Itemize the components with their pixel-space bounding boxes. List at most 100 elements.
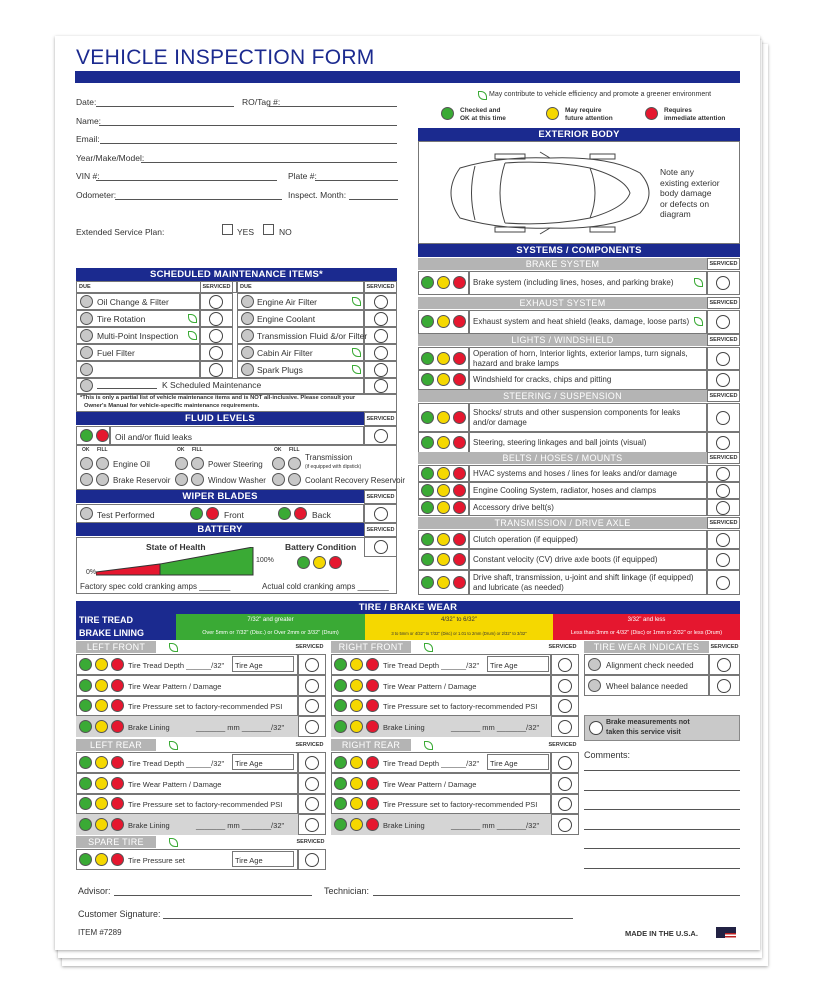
- serviced-checkbox[interactable]: [374, 329, 388, 343]
- serviced-checkbox[interactable]: [716, 575, 730, 590]
- comments-line[interactable]: [584, 809, 740, 810]
- due-indicator[interactable]: [80, 329, 93, 342]
- status-light[interactable]: [334, 719, 347, 733]
- serviced-checkbox[interactable]: [374, 540, 388, 554]
- comments-line[interactable]: [584, 828, 740, 830]
- k-miles-field[interactable]: [97, 388, 157, 389]
- status-light[interactable]: [297, 556, 310, 569]
- ok-indicator[interactable]: [80, 457, 93, 470]
- serviced-checkbox[interactable]: [558, 797, 572, 811]
- status-light[interactable]: [95, 776, 108, 790]
- status-light[interactable]: [111, 699, 124, 712]
- status-light[interactable]: [95, 657, 108, 671]
- serviced-checkbox[interactable]: [305, 817, 319, 832]
- legend-red-light[interactable]: [645, 107, 658, 120]
- status-light[interactable]: [95, 755, 108, 769]
- serviced-checkbox[interactable]: [716, 373, 730, 387]
- status-light[interactable]: [350, 797, 363, 810]
- serviced-checkbox[interactable]: [716, 410, 730, 425]
- serviced-checkbox[interactable]: [558, 719, 572, 734]
- status-light[interactable]: [79, 699, 92, 712]
- status-light[interactable]: [453, 276, 466, 289]
- serviced-checkbox[interactable]: [716, 435, 730, 450]
- fill-indicator[interactable]: [288, 473, 301, 486]
- tire-age-box[interactable]: [232, 754, 294, 770]
- status-light[interactable]: [334, 699, 347, 712]
- due-indicator[interactable]: [241, 363, 254, 376]
- fill-indicator[interactable]: [96, 457, 109, 470]
- serviced-checkbox[interactable]: [716, 315, 730, 329]
- status-light[interactable]: [437, 500, 450, 514]
- status-light[interactable]: [350, 719, 363, 733]
- status-light[interactable]: [437, 552, 450, 566]
- serviced-checkbox[interactable]: [716, 466, 730, 481]
- status-light[interactable]: [334, 817, 347, 831]
- status-light[interactable]: [421, 575, 434, 589]
- status-light[interactable]: [421, 500, 434, 514]
- serviced-checkbox[interactable]: [374, 379, 388, 393]
- status-light[interactable]: [111, 657, 124, 671]
- status-light[interactable]: [329, 556, 342, 569]
- fill-indicator[interactable]: [288, 457, 301, 470]
- status-light[interactable]: [79, 776, 92, 790]
- status-light[interactable]: [190, 507, 203, 520]
- inspect-month-field[interactable]: [349, 199, 398, 200]
- status-light[interactable]: [111, 797, 124, 810]
- status-light[interactable]: [334, 755, 347, 769]
- status-light[interactable]: [437, 575, 450, 589]
- status-light[interactable]: [453, 466, 466, 480]
- status-light[interactable]: [453, 373, 466, 386]
- status-light[interactable]: [437, 466, 450, 480]
- status-light[interactable]: [111, 755, 124, 769]
- status-light[interactable]: [79, 719, 92, 733]
- serviced-checkbox[interactable]: [209, 363, 223, 377]
- serviced-checkbox[interactable]: [374, 346, 388, 360]
- serviced-checkbox[interactable]: [374, 429, 388, 443]
- serviced-checkbox[interactable]: [558, 699, 572, 713]
- status-light[interactable]: [421, 315, 434, 328]
- status-light[interactable]: [313, 556, 326, 569]
- status-light[interactable]: [421, 483, 434, 497]
- status-light[interactable]: [453, 552, 466, 566]
- status-light[interactable]: [79, 817, 92, 831]
- ok-indicator[interactable]: [272, 457, 285, 470]
- status-light[interactable]: [421, 410, 434, 424]
- status-light[interactable]: [437, 373, 450, 386]
- status-light[interactable]: [111, 719, 124, 733]
- status-light[interactable]: [79, 853, 92, 866]
- serviced-checkbox[interactable]: [558, 678, 572, 693]
- serviced-checkbox[interactable]: [716, 483, 730, 498]
- serviced-checkbox[interactable]: [717, 658, 731, 672]
- serviced-checkbox[interactable]: [305, 719, 319, 734]
- status-light[interactable]: [437, 435, 450, 449]
- fill-indicator[interactable]: [191, 473, 204, 486]
- serviced-checkbox[interactable]: [716, 532, 730, 547]
- status-light[interactable]: [366, 678, 379, 692]
- status-light[interactable]: [437, 351, 450, 365]
- serviced-checkbox[interactable]: [558, 657, 572, 672]
- status-light[interactable]: [437, 410, 450, 424]
- status-light[interactable]: [366, 755, 379, 769]
- status-light[interactable]: [111, 776, 124, 790]
- legend-yellow-light[interactable]: [546, 107, 559, 120]
- status-light[interactable]: [79, 755, 92, 769]
- status-light[interactable]: [95, 699, 108, 712]
- status-light[interactable]: [334, 657, 347, 671]
- status-light[interactable]: [95, 719, 108, 733]
- indicator-light[interactable]: [588, 658, 601, 671]
- status-light[interactable]: [111, 678, 124, 692]
- status-light[interactable]: [95, 817, 108, 831]
- serviced-checkbox[interactable]: [305, 797, 319, 811]
- serviced-checkbox[interactable]: [305, 699, 319, 713]
- status-light[interactable]: [80, 429, 93, 442]
- comments-line[interactable]: [584, 789, 740, 791]
- status-light[interactable]: [453, 483, 466, 497]
- status-light[interactable]: [111, 853, 124, 866]
- serviced-checkbox[interactable]: [209, 329, 223, 343]
- status-light[interactable]: [79, 797, 92, 810]
- status-light[interactable]: [334, 678, 347, 692]
- due-indicator[interactable]: [241, 329, 254, 342]
- serviced-checkbox[interactable]: [717, 679, 731, 693]
- serviced-checkbox[interactable]: [716, 552, 730, 567]
- status-light[interactable]: [453, 575, 466, 589]
